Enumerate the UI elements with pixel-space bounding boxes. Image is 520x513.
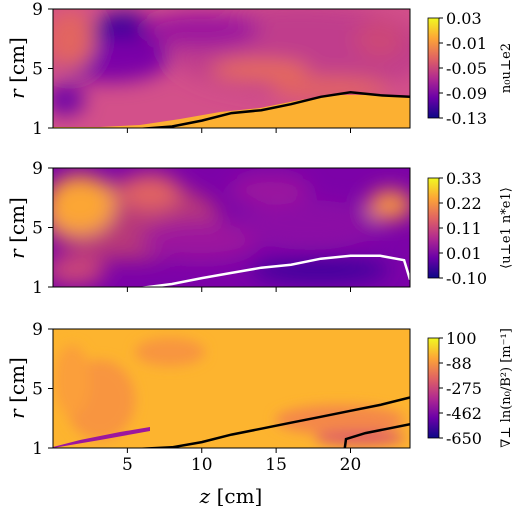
panel-1: 1 5 9 0.03 -0.01 -0.05 -0.09 -0.13 n₀u⊥e2 r [c… — [5, 0, 514, 139]
axes-ticks-1: 1 5 9 — [32, 0, 351, 139]
colorbar-tick-label: 100 — [446, 329, 477, 348]
x-tick-label: 20 — [340, 455, 362, 475]
y-axis-label-2: r [cm] — [5, 197, 29, 259]
panel-2: 1 5 9 0.33 0.22 0.11 0.01 -0.10 ⟨u⊥e1 n*e1⟩ r … — [5, 159, 514, 298]
colorbar-1: 0.03 -0.01 -0.05 -0.09 -0.13 n₀u⊥e2 — [427, 9, 514, 128]
heatmap-2 — [53, 168, 410, 287]
y-tick-label: 1 — [32, 278, 43, 298]
colorbar-tick-label: -0.01 — [446, 34, 487, 53]
axes-ticks-2: 1 5 9 — [32, 159, 351, 298]
contour-line-3b — [343, 422, 410, 448]
colorbar-tick-label: -0.10 — [446, 269, 487, 288]
y-tick-label: 5 — [32, 60, 43, 80]
colorbar-tick-label: -0.05 — [446, 59, 487, 78]
colorbar-1-label: n₀u⊥e2 — [499, 43, 514, 93]
heatmap-1 — [53, 9, 410, 128]
colorbar-tick-label: 0.01 — [446, 244, 482, 263]
colorbar-tick-label: 0.03 — [446, 9, 482, 28]
y-tick-label: 9 — [32, 159, 43, 179]
colorbar-tick-label: -88 — [446, 354, 472, 373]
heatmap-3 — [53, 329, 410, 448]
colorbar-tick-label: -650 — [446, 429, 482, 448]
colorbar-3: 100 -88 -275 -462 -650 ∇⊥ ln(n₀/B²) [m⁻¹] — [427, 328, 514, 448]
colorbar-tick-label: -275 — [446, 379, 482, 398]
x-tick-label: 15 — [265, 455, 287, 475]
y-tick-label: 1 — [32, 119, 43, 139]
y-axis-label-3: r [cm] — [5, 357, 29, 419]
contour-line-1 — [125, 91, 410, 128]
y-tick-label: 5 — [32, 219, 43, 239]
colorbar-tick-label: -0.09 — [446, 84, 487, 103]
contour-line-3 — [131, 396, 410, 448]
colorbar-3-label: ∇⊥ ln(n₀/B²) [m⁻¹] — [499, 328, 514, 448]
y-axis-label-1: r [cm] — [5, 37, 29, 99]
x-axis-label: z [cm] — [199, 484, 263, 508]
colorbar-tick-label: 0.33 — [446, 169, 482, 188]
contour-line-2 — [125, 254, 410, 287]
colorbar-tick-label: 0.11 — [446, 219, 482, 238]
y-tick-label: 9 — [32, 0, 43, 20]
y-tick-label: 1 — [32, 439, 43, 459]
y-tick-label: 9 — [32, 320, 43, 340]
x-tick-label: 5 — [122, 455, 133, 475]
colorbar-2: 0.33 0.22 0.11 0.01 -0.10 ⟨u⊥e1 n*e1⟩ — [427, 169, 514, 288]
x-tick-label: 10 — [191, 455, 213, 475]
y-tick-label: 5 — [32, 380, 43, 400]
colorbar-tick-label: 0.22 — [446, 194, 482, 213]
colorbar-tick-label: -462 — [446, 404, 482, 423]
colorbar-2-label: ⟨u⊥e1 n*e1⟩ — [499, 187, 514, 269]
colorbar-tick-label: -0.13 — [446, 109, 487, 128]
